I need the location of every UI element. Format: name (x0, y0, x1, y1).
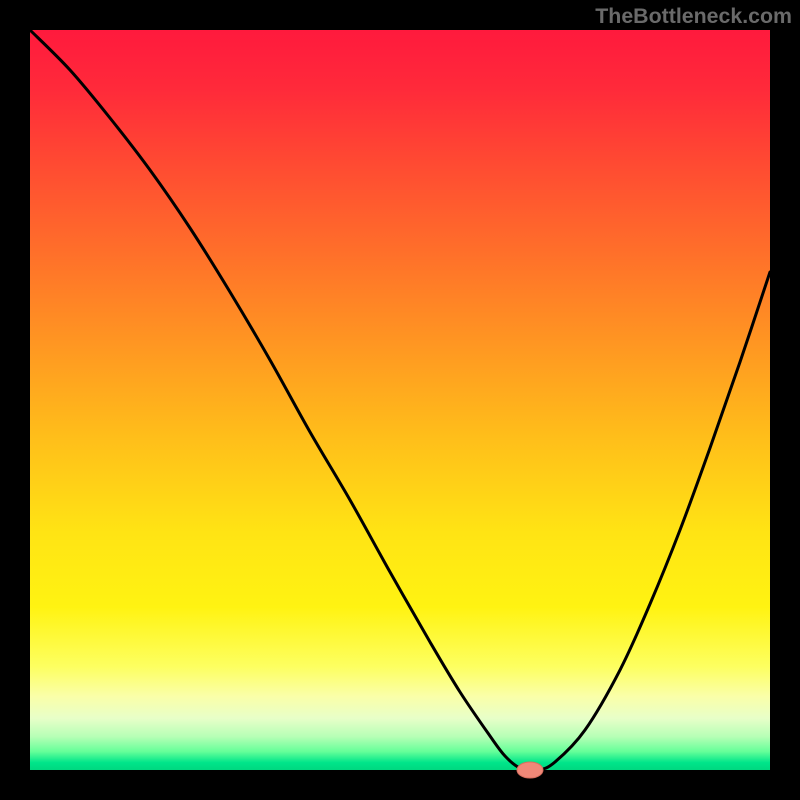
chart-background (30, 30, 770, 770)
optimum-marker (517, 762, 543, 778)
bottleneck-chart-container: TheBottleneck.com (0, 0, 800, 800)
watermark-text: TheBottleneck.com (595, 4, 792, 29)
bottleneck-chart-svg (0, 0, 800, 800)
